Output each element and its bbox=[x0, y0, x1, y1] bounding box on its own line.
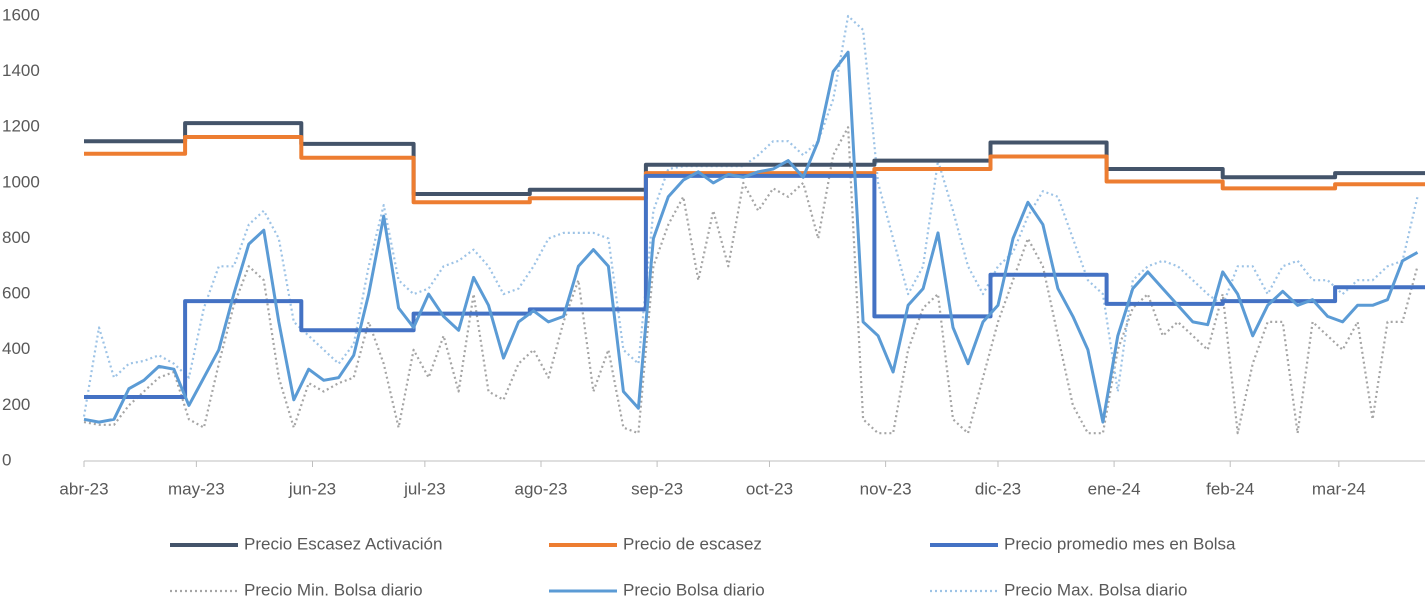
x-tick-label: may-23 bbox=[168, 479, 225, 498]
legend-label: Precio Escasez Activación bbox=[244, 534, 442, 553]
series-line bbox=[83, 50, 1419, 424]
legend-label: Precio Bolsa diario bbox=[623, 580, 765, 599]
y-tick-label: 400 bbox=[2, 339, 30, 358]
series-line bbox=[83, 126, 1419, 435]
legend-label: Precio de escasez bbox=[623, 534, 762, 553]
x-tick-label: dic-23 bbox=[975, 479, 1021, 498]
x-tick-label: mar-24 bbox=[1312, 479, 1366, 498]
series-line bbox=[84, 173, 1425, 399]
x-tick-label: ene-24 bbox=[1088, 479, 1141, 498]
series-line bbox=[84, 121, 1425, 196]
y-tick-label: 1000 bbox=[2, 172, 40, 191]
x-tick-label: nov-23 bbox=[860, 479, 912, 498]
y-tick-label: 1400 bbox=[2, 61, 40, 80]
x-tick-label: oct-23 bbox=[746, 479, 793, 498]
y-tick-label: 200 bbox=[2, 395, 30, 414]
x-tick-label: abr-23 bbox=[59, 479, 108, 498]
x-tick-label: sep-23 bbox=[631, 479, 683, 498]
x-tick-label: jul-23 bbox=[403, 479, 446, 498]
x-tick-label: feb-24 bbox=[1206, 479, 1254, 498]
legend-label: Precio promedio mes en Bolsa bbox=[1004, 534, 1236, 553]
y-tick-label: 0 bbox=[2, 450, 11, 469]
x-tick-label: jun-23 bbox=[288, 479, 336, 498]
x-tick-label: ago-23 bbox=[515, 479, 568, 498]
series-line bbox=[82, 14, 1419, 417]
legend-label: Precio Min. Bolsa diario bbox=[244, 580, 423, 599]
y-tick-label: 1600 bbox=[2, 5, 40, 24]
y-tick-label: 1200 bbox=[2, 117, 40, 136]
y-tick-label: 800 bbox=[2, 228, 30, 247]
series-line bbox=[84, 135, 1425, 205]
y-tick-label: 600 bbox=[2, 284, 30, 303]
legend-label: Precio Max. Bolsa diario bbox=[1004, 580, 1187, 599]
